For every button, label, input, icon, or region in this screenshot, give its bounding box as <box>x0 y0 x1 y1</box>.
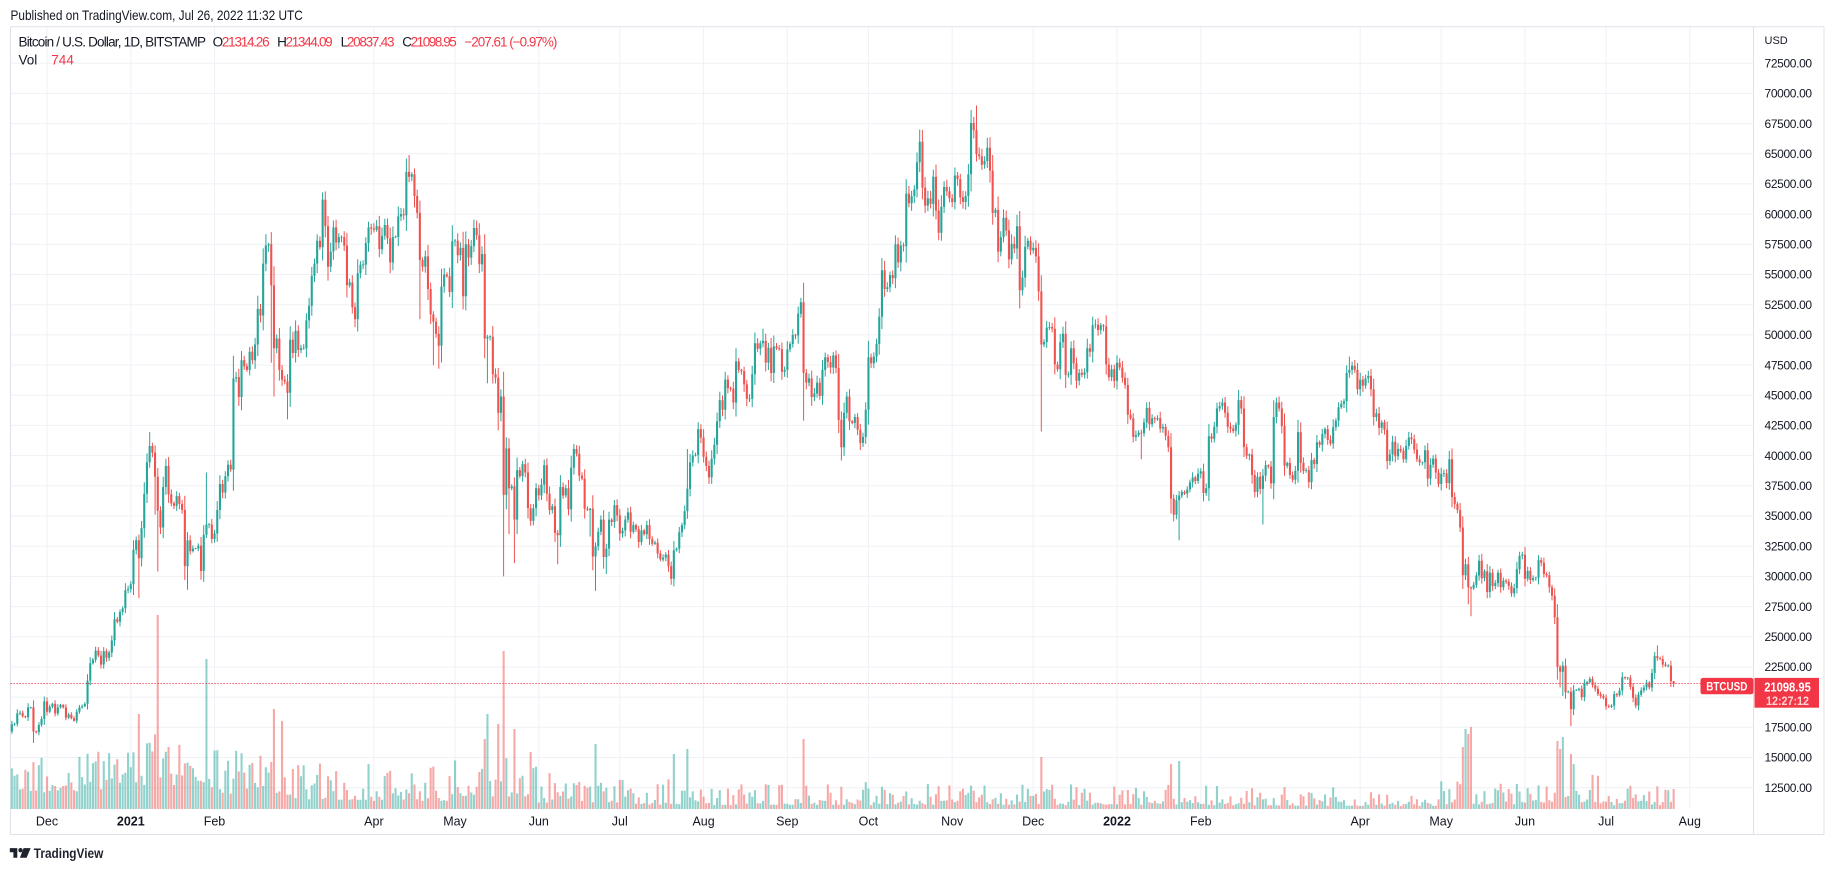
svg-text:O21314.26: O21314.26 <box>213 35 270 50</box>
svg-text:Aug: Aug <box>692 815 714 829</box>
svg-text:47500.00: 47500.00 <box>1765 358 1813 372</box>
svg-text:67500.00: 67500.00 <box>1765 117 1813 131</box>
svg-text:17500.00: 17500.00 <box>1765 721 1813 735</box>
svg-text:Feb: Feb <box>1190 815 1212 829</box>
svg-text:2022: 2022 <box>1103 815 1131 829</box>
svg-text:TradingView: TradingView <box>34 846 104 861</box>
svg-text:25000.00: 25000.00 <box>1765 630 1813 644</box>
svg-text:62500.00: 62500.00 <box>1765 177 1813 191</box>
svg-text:55000.00: 55000.00 <box>1765 268 1813 282</box>
svg-text:60000.00: 60000.00 <box>1765 207 1813 221</box>
svg-text:37500.00: 37500.00 <box>1765 479 1813 493</box>
svg-text:Jun: Jun <box>1515 815 1535 829</box>
svg-text:Feb: Feb <box>204 815 226 829</box>
svg-text:L20837.43: L20837.43 <box>341 35 395 50</box>
svg-text:Jun: Jun <box>529 815 549 829</box>
svg-text:42500.00: 42500.00 <box>1765 419 1813 433</box>
svg-text:27500.00: 27500.00 <box>1765 600 1813 614</box>
svg-text:Dec: Dec <box>36 815 58 829</box>
svg-text:45000.00: 45000.00 <box>1765 389 1813 403</box>
svg-text:744: 744 <box>51 52 74 67</box>
svg-text:Apr: Apr <box>1350 815 1369 829</box>
svg-text:May: May <box>1429 815 1453 829</box>
svg-text:BTCUSD: BTCUSD <box>1706 679 1747 693</box>
svg-text:57500.00: 57500.00 <box>1765 238 1813 252</box>
svg-text:35000.00: 35000.00 <box>1765 509 1813 523</box>
svg-text:21098.95: 21098.95 <box>1764 679 1811 694</box>
svg-text:Published on TradingView.com,: Published on TradingView.com, Jul 26, 20… <box>11 7 303 23</box>
svg-text:Bitcoin / U.S. Dollar, 1D, BIT: Bitcoin / U.S. Dollar, 1D, BITSTAMP <box>19 35 207 50</box>
svg-text:Nov: Nov <box>941 815 964 829</box>
svg-text:12:27:12: 12:27:12 <box>1766 694 1809 708</box>
svg-text:32500.00: 32500.00 <box>1765 539 1813 553</box>
svg-text:C21098.95: C21098.95 <box>402 35 457 50</box>
svg-text:30000.00: 30000.00 <box>1765 570 1813 584</box>
svg-text:H21344.09: H21344.09 <box>277 35 333 50</box>
svg-text:Dec: Dec <box>1022 815 1044 829</box>
svg-text:USD: USD <box>1765 35 1788 47</box>
svg-text:Oct: Oct <box>859 815 879 829</box>
svg-text:50000.00: 50000.00 <box>1765 328 1813 342</box>
svg-text:−207.61 (−0.97%): −207.61 (−0.97%) <box>464 35 557 50</box>
svg-text:Vol: Vol <box>19 52 38 67</box>
svg-text:15000.00: 15000.00 <box>1765 751 1813 765</box>
svg-text:12500.00: 12500.00 <box>1765 781 1813 795</box>
svg-text:May: May <box>443 815 467 829</box>
svg-text:Jul: Jul <box>612 815 628 829</box>
svg-text:Apr: Apr <box>364 815 383 829</box>
svg-text:Sep: Sep <box>776 815 798 829</box>
svg-text:Aug: Aug <box>1679 815 1701 829</box>
svg-text:2021: 2021 <box>117 815 145 829</box>
svg-text:65000.00: 65000.00 <box>1765 147 1813 161</box>
svg-text:72500.00: 72500.00 <box>1765 56 1813 70</box>
svg-text:52500.00: 52500.00 <box>1765 298 1813 312</box>
svg-text:70000.00: 70000.00 <box>1765 87 1813 101</box>
svg-text:22500.00: 22500.00 <box>1765 660 1813 674</box>
svg-text:Jul: Jul <box>1598 815 1614 829</box>
svg-text:40000.00: 40000.00 <box>1765 449 1813 463</box>
